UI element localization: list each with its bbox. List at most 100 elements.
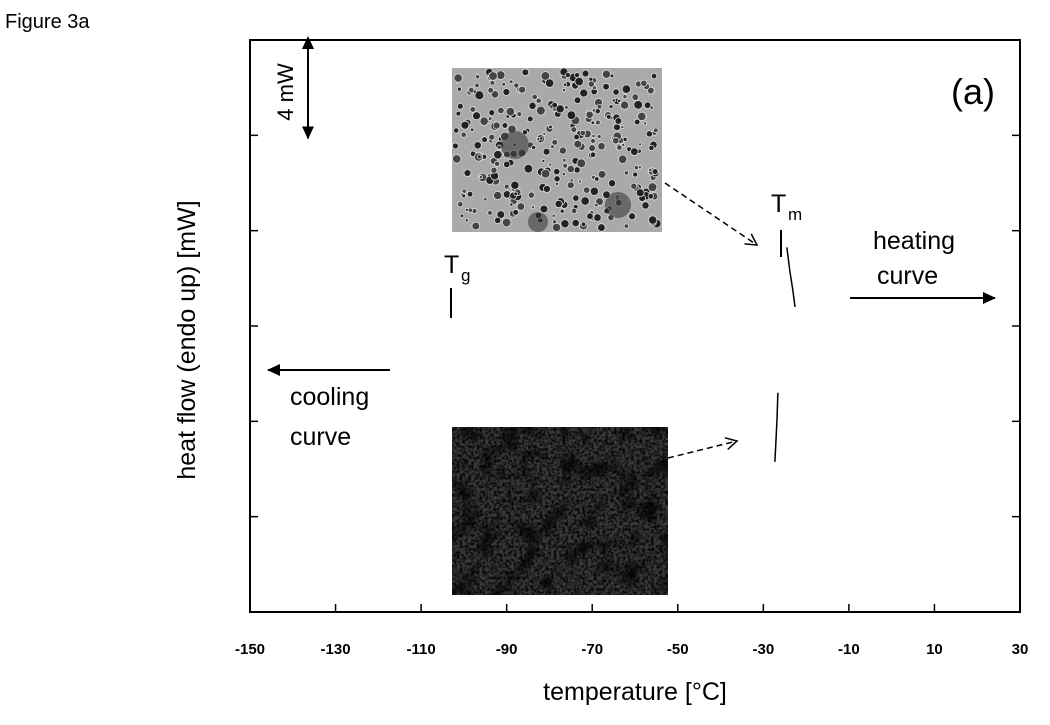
micrograph-dot: [553, 175, 561, 183]
micrograph-dot: [565, 72, 571, 78]
micrograph-dot: [587, 80, 595, 88]
micrograph-dot: [493, 190, 503, 200]
micrograph-dot: [633, 118, 641, 126]
x-tick-label: 10: [926, 641, 943, 658]
micrograph-dot: [501, 217, 512, 228]
micrograph-dot: [460, 120, 470, 130]
micrograph-dot: [474, 82, 480, 89]
micrograph-dot: [595, 119, 601, 126]
micrograph-dot: [579, 129, 586, 137]
micrograph-dot: [481, 136, 488, 143]
x-tick-label: -50: [667, 641, 689, 658]
micrograph-dot: [542, 184, 551, 193]
micrograph-dot: [468, 86, 475, 94]
micrograph-dot: [488, 71, 498, 81]
micrograph-dot: [540, 71, 551, 81]
scale-bar-label: 4 mW: [273, 63, 298, 121]
tg-subscript: g: [461, 266, 470, 285]
micrograph-dot: [573, 133, 580, 141]
micrograph-dot: [453, 127, 460, 134]
micrograph-dot: [562, 158, 567, 163]
heating-label: heating: [873, 227, 955, 255]
micrograph-dot: [452, 142, 459, 150]
micrograph-dot: [489, 80, 496, 86]
micrograph-dot: [555, 104, 565, 114]
micrograph-dot: [566, 164, 575, 174]
micrograph-dot: [494, 160, 501, 167]
micrograph-dot: [496, 144, 502, 150]
micrograph-bottom: [452, 427, 668, 595]
micrograph-dot: [590, 120, 596, 125]
micrograph-dot: [648, 167, 653, 173]
micrograph-dot: [651, 168, 659, 175]
micrograph-dot: [469, 127, 475, 132]
micrograph-dot: [452, 154, 462, 164]
micrograph-dot: [459, 213, 465, 218]
micrograph-dot: [516, 202, 526, 211]
micrograph-dot: [526, 115, 534, 123]
micrograph-dot: [513, 191, 519, 197]
cooling-label: cooling: [290, 383, 369, 411]
micrograph-dot: [588, 144, 596, 152]
micrograph-dot: [645, 130, 653, 138]
micrograph-dot: [530, 205, 535, 210]
micrograph-spot: [501, 131, 529, 159]
micrograph-dot: [576, 158, 587, 169]
micrograph-dot: [616, 144, 623, 151]
micrograph-spot: [605, 192, 631, 218]
micrograph-dot: [580, 196, 590, 206]
micrograph-dot: [456, 102, 464, 110]
micrograph-dot: [620, 125, 625, 130]
micrograph-dot: [563, 82, 568, 87]
heating-label: curve: [877, 262, 938, 290]
micrograph-dot: [621, 143, 626, 147]
micrograph-dot: [571, 218, 580, 228]
micrograph-dot: [611, 98, 616, 103]
micrograph-dot: [562, 162, 568, 169]
micrograph-dot: [496, 210, 506, 219]
micrograph-dot: [505, 106, 516, 117]
micrograph-dot: [628, 212, 636, 221]
micrograph-dot: [622, 136, 628, 142]
micrograph-dot: [635, 188, 645, 198]
micrograph-dot: [650, 72, 658, 80]
micrograph-dot: [581, 69, 590, 78]
micrograph-dot: [476, 154, 482, 160]
micrograph-dot: [539, 136, 544, 141]
micrograph-dot: [596, 103, 603, 110]
micrograph-dot: [456, 86, 462, 92]
micrograph-dot: [586, 212, 594, 220]
micrograph-dot: [521, 129, 528, 136]
micrograph-dot: [591, 134, 596, 138]
micrograph-dot: [528, 101, 537, 110]
micrograph-dot: [623, 223, 630, 229]
micrograph-dot: [570, 207, 578, 215]
micrograph-dot: [502, 88, 511, 96]
micrograph-dot: [523, 163, 534, 174]
x-tick-label: -130: [321, 641, 351, 658]
micrograph-dot: [578, 179, 583, 184]
micrograph-dot: [602, 83, 610, 91]
micrograph-dot: [551, 222, 562, 233]
micrograph-dot: [617, 98, 622, 103]
tg-label: T: [444, 251, 459, 279]
tm-subscript: m: [788, 205, 802, 224]
micrograph-dot: [620, 100, 630, 110]
micrograph-dot: [554, 199, 563, 209]
micrograph-dot: [641, 201, 650, 210]
micrograph-dot: [473, 141, 482, 150]
micrograph-dot: [516, 111, 523, 117]
micrograph-dot: [570, 126, 578, 133]
micrograph-dot: [531, 145, 537, 151]
micrograph-dot: [618, 154, 628, 164]
micrograph-dot: [501, 122, 509, 129]
micrograph-dot: [637, 111, 647, 122]
micrograph-top: [452, 67, 662, 233]
micrograph-dot: [566, 181, 575, 190]
micrograph-dot: [475, 74, 481, 80]
micrograph-dot: [649, 105, 654, 110]
micrograph-dot: [531, 93, 538, 100]
micrograph-dot: [541, 159, 546, 163]
cooling-label: curve: [290, 423, 351, 451]
